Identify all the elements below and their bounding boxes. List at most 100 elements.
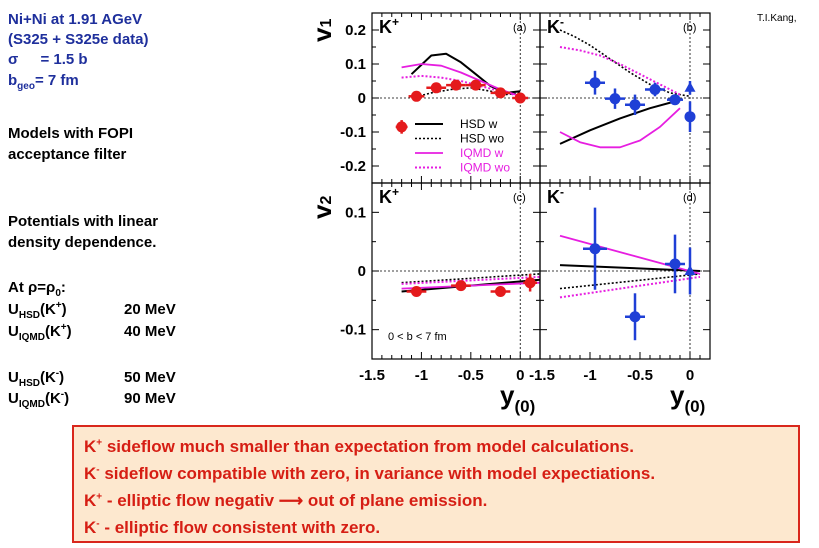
x-tick-label: -1.5 (359, 367, 385, 384)
data-point (430, 82, 442, 94)
sigma-label: σ = 1.5 b (8, 50, 88, 70)
potential-charge: - (55, 368, 60, 379)
conclusion-text: - elliptic flow consistent with zero. (99, 518, 381, 537)
legend-label: IQMD w (460, 146, 504, 160)
data-point (609, 93, 621, 105)
potential-paren: ) (59, 369, 65, 386)
conclusion-particle: K (84, 464, 97, 483)
conclusion-line: K+ - elliptic flow negativ ⟶ out of plan… (84, 487, 798, 514)
particle-label: K+ (379, 15, 399, 37)
y-tick-label: 0.2 (345, 22, 366, 39)
potential-model: HSD (18, 378, 40, 389)
data-point (455, 280, 467, 292)
x-tick-label: -1 (415, 367, 428, 384)
data-point (649, 84, 661, 95)
at-rho-colon: : (60, 279, 66, 296)
potential-charge: - (60, 389, 65, 400)
at-rho-label: At ρ=ρ0: (8, 278, 66, 299)
conclusion-charge: - (96, 518, 100, 530)
x-tick-label: -1 (583, 367, 596, 384)
potential-model: HSD (18, 310, 40, 321)
data-point (514, 92, 526, 104)
potential-symbol: U (8, 369, 19, 386)
particle-charge: + (392, 15, 399, 29)
data-point (629, 99, 641, 111)
x-tick-label: -1.5 (529, 367, 555, 384)
conclusion-text: - elliptic flow negativ ⟶ out of plane e… (102, 491, 488, 510)
data-point (629, 311, 641, 323)
conclusion-line: K- - elliptic flow consistent with zero. (84, 514, 798, 541)
conclusion-charge: - (96, 464, 100, 476)
conclusion-particle: K (84, 518, 97, 537)
y-tick-label: 0.1 (345, 204, 366, 221)
x-axis-title: y(0) (500, 380, 535, 416)
potential-value: 40 MeV (124, 323, 176, 340)
data-point (410, 286, 422, 298)
y-tick-label: -0.1 (340, 124, 366, 141)
bgeo-symbol: b (8, 72, 18, 89)
particle-charge: + (392, 185, 399, 199)
panel-tag: (d) (683, 192, 696, 204)
data-point (494, 87, 506, 99)
conclusion-charge: + (96, 491, 103, 503)
data-point (450, 79, 462, 91)
data-point (470, 79, 482, 91)
bgeo-value: = 7 fm (34, 72, 79, 89)
model-curve-magenta-dotted (559, 275, 701, 299)
x-axis-subscript: (0) (514, 397, 535, 416)
sigma-value: = 1.5 b (40, 51, 88, 68)
x-axis-subscript: (0) (684, 397, 705, 416)
y-axis-title-v1: v1 (307, 19, 337, 42)
sigma-symbol: σ (8, 51, 19, 68)
potential-symbol: U (8, 390, 19, 407)
y-tick-label: 0 (358, 263, 366, 280)
potential-row: UIQMD(K-) (8, 389, 69, 410)
x-tick-label: 0 (686, 367, 694, 384)
models-line-2: acceptance filter (8, 146, 127, 163)
y-tick-label: -0.2 (340, 158, 366, 175)
model-curve-black-dotted (559, 29, 691, 98)
y-axis-title-v2: v2 (307, 196, 337, 219)
conclusion-line: K+ sideflow much smaller than expectatio… (84, 433, 798, 460)
panel-tag: (a) (513, 22, 526, 34)
potential-row: UHSD(K-) (8, 368, 65, 389)
potential-charge: + (55, 300, 62, 311)
panel-tag: (b) (683, 22, 696, 34)
particle-charge: - (560, 185, 564, 199)
data-point (524, 277, 536, 289)
model-curve-black-dotted (401, 273, 541, 284)
legend-label: HSD wo (460, 132, 504, 146)
data-point-triangle (684, 81, 696, 92)
y-axis-subscript: 1 (318, 19, 335, 28)
x-tick-label: 0 (516, 367, 524, 384)
potential-symbol: U (8, 301, 19, 318)
author-credit: T.I.Kang, (757, 13, 797, 24)
data-point (410, 90, 422, 102)
legend-label: IQMD wo (460, 161, 510, 175)
x-axis-title: y(0) (670, 380, 705, 416)
conclusion-particle: K (84, 437, 97, 456)
potential-value: 90 MeV (124, 390, 176, 407)
models-line-1: Models with FOPI (8, 125, 134, 142)
flow-plots: K+ (a) K- (b)K+ (c) K- (d)0.20.10-0.1-0.20.10-… (307, 12, 711, 416)
x-tick-label: -0.5 (458, 367, 484, 384)
conclusion-particle: K (84, 491, 97, 510)
model-curve-black-dotted (411, 87, 521, 99)
conclusion-text: sideflow compatible with zero, in varian… (99, 464, 656, 483)
data-point (669, 94, 681, 106)
y-axis-subscript: 2 (318, 196, 335, 205)
potential-model: IQMD (18, 399, 45, 410)
model-curve-magenta-solid (559, 107, 681, 149)
potential-value: 50 MeV (124, 369, 176, 386)
potential-paren: ) (61, 301, 67, 318)
model-curve-black-dotted (559, 273, 701, 290)
dataset-label: (S325 + S325e data) (8, 31, 149, 48)
bgeo-subscript: geo (17, 81, 35, 92)
potential-particle: (K (44, 323, 61, 340)
model-curve-black-solid (559, 100, 676, 145)
conclusion-box: K+ sideflow much smaller than expectatio… (72, 425, 800, 543)
potential-charge: + (60, 322, 67, 333)
particle-label: K- (547, 15, 564, 37)
system-label: Ni+Ni at 1.91 AGeV (8, 11, 143, 28)
x-tick-label: -0.5 (627, 367, 653, 384)
